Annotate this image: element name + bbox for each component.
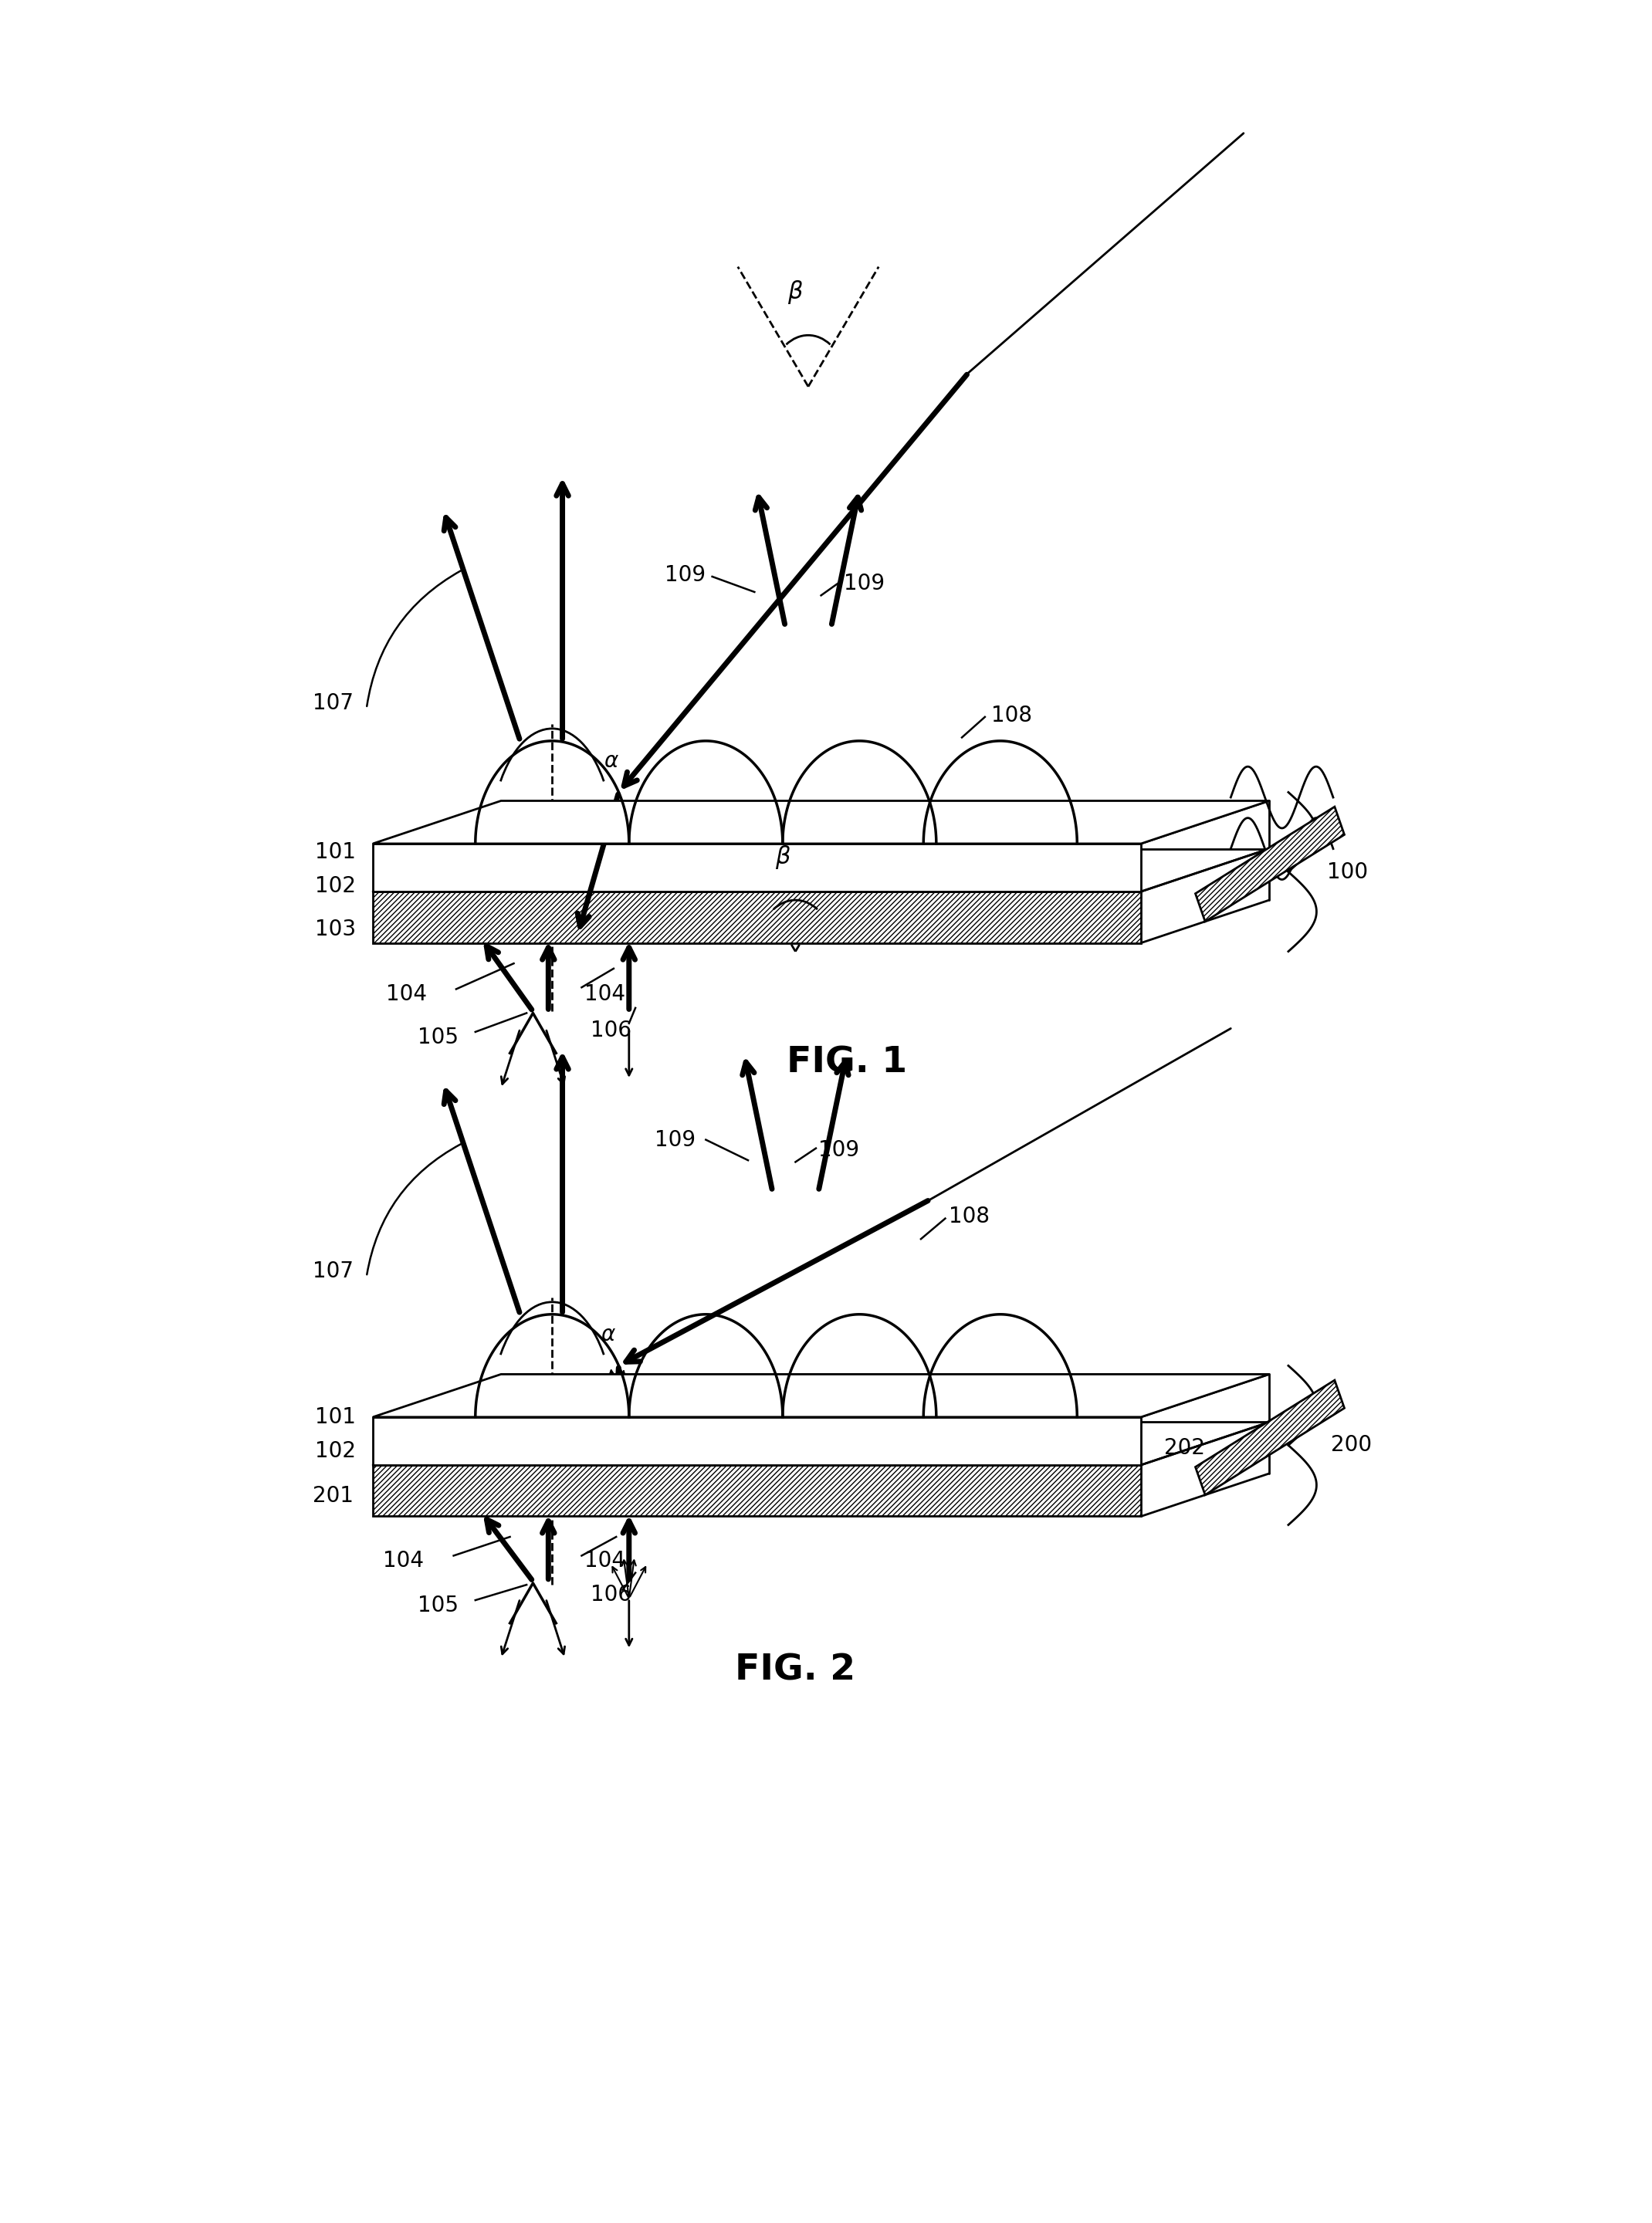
Polygon shape: [373, 1374, 1269, 1416]
FancyBboxPatch shape: [373, 843, 1142, 891]
Text: 105: 105: [418, 1594, 459, 1616]
Text: 107: 107: [312, 691, 354, 714]
FancyBboxPatch shape: [373, 1465, 1142, 1516]
Text: 107: 107: [312, 1260, 354, 1283]
Text: $\alpha$: $\alpha$: [601, 1325, 616, 1345]
Text: 109: 109: [664, 565, 705, 585]
Text: 108: 108: [948, 1205, 990, 1227]
Text: 100: 100: [1327, 860, 1368, 883]
Text: $\beta$: $\beta$: [775, 845, 791, 871]
Text: 201: 201: [312, 1485, 354, 1507]
Text: $\alpha$: $\alpha$: [603, 751, 620, 771]
FancyBboxPatch shape: [373, 891, 1142, 943]
Text: 109: 109: [818, 1138, 859, 1160]
Text: 103: 103: [316, 918, 357, 940]
Text: FIG. 2: FIG. 2: [735, 1654, 856, 1687]
Polygon shape: [1196, 807, 1345, 923]
Text: $\beta$: $\beta$: [788, 278, 803, 307]
Text: 102: 102: [316, 876, 357, 898]
Text: 106: 106: [591, 1020, 631, 1040]
Text: 104: 104: [585, 983, 624, 1005]
Text: 106: 106: [591, 1585, 631, 1605]
Polygon shape: [373, 800, 1269, 843]
Text: 202: 202: [1165, 1436, 1204, 1458]
Text: 104: 104: [383, 1549, 425, 1572]
FancyBboxPatch shape: [373, 1416, 1142, 1465]
Text: FIG. 1: FIG. 1: [786, 1045, 907, 1080]
Text: 109: 109: [654, 1129, 695, 1152]
Text: 101: 101: [316, 1407, 357, 1427]
Text: 104: 104: [387, 983, 426, 1005]
Text: 105: 105: [418, 1027, 459, 1047]
Text: 200: 200: [1330, 1434, 1371, 1456]
Text: 109: 109: [844, 574, 885, 594]
Text: 108: 108: [991, 705, 1032, 727]
Polygon shape: [1196, 1380, 1345, 1494]
Text: 102: 102: [316, 1441, 357, 1463]
Text: 101: 101: [316, 840, 357, 863]
Text: 104: 104: [585, 1549, 624, 1572]
